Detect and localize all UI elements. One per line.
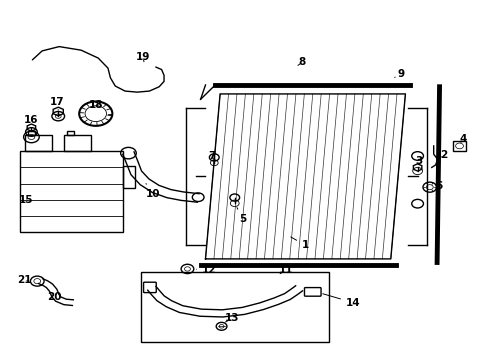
Text: 4: 4 bbox=[458, 134, 466, 144]
Text: 10: 10 bbox=[145, 184, 160, 199]
Text: 12: 12 bbox=[196, 265, 216, 275]
Text: 11: 11 bbox=[278, 265, 293, 275]
Text: 5: 5 bbox=[237, 208, 246, 224]
Bar bbox=[64, 135, 91, 151]
Text: 9: 9 bbox=[394, 69, 404, 79]
Bar bbox=[141, 272, 328, 342]
Bar bbox=[452, 141, 465, 150]
Text: 18: 18 bbox=[89, 100, 103, 111]
Text: 8: 8 bbox=[297, 57, 305, 67]
Text: 19: 19 bbox=[136, 52, 150, 62]
Text: 20: 20 bbox=[47, 292, 61, 302]
Bar bbox=[66, 131, 74, 135]
Text: 13: 13 bbox=[224, 313, 239, 323]
Text: 2: 2 bbox=[439, 150, 446, 160]
Text: 16: 16 bbox=[24, 115, 39, 128]
Bar bbox=[27, 131, 35, 135]
Bar bbox=[122, 166, 135, 188]
Text: 3: 3 bbox=[415, 156, 422, 166]
Text: 14: 14 bbox=[322, 294, 360, 308]
Text: 7: 7 bbox=[208, 151, 215, 161]
Text: 6: 6 bbox=[434, 181, 441, 191]
Bar bbox=[20, 151, 122, 232]
Text: 15: 15 bbox=[19, 195, 33, 205]
Text: 1: 1 bbox=[290, 237, 308, 250]
Text: 17: 17 bbox=[50, 97, 64, 110]
Bar bbox=[25, 135, 52, 151]
Text: 21: 21 bbox=[17, 275, 31, 285]
